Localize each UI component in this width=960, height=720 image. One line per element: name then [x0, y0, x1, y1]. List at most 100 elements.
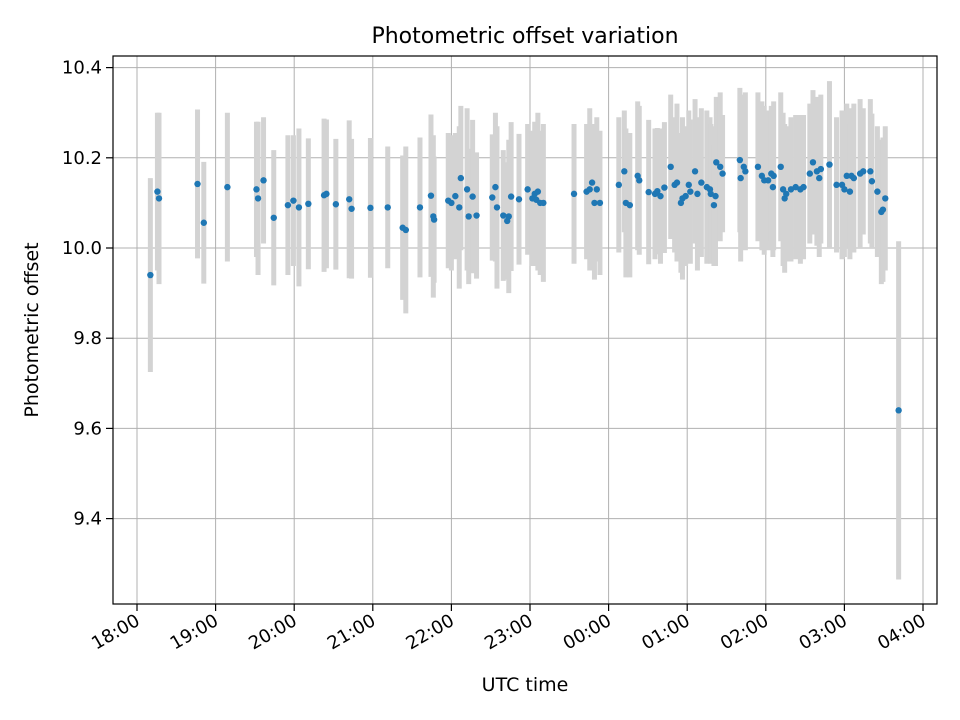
data-point: [402, 226, 410, 234]
data-point: [284, 201, 292, 209]
data-point: [687, 188, 694, 195]
data-point: [416, 204, 424, 211]
data-point: [717, 163, 724, 171]
data-point: [800, 183, 807, 191]
data-point: [323, 190, 330, 198]
data-point: [384, 204, 391, 211]
data-point: [626, 201, 634, 209]
data-point: [843, 172, 850, 180]
data-point: [895, 407, 902, 414]
data-point: [654, 187, 661, 195]
data-point: [879, 206, 887, 213]
data-point: [833, 181, 840, 189]
data-point: [736, 156, 744, 164]
data-point: [456, 204, 463, 211]
data-point: [448, 199, 455, 207]
data-point: [742, 168, 749, 175]
x-axis-label: UTC time: [482, 674, 569, 696]
y-axis-label: Photometric offset: [21, 242, 43, 417]
data-points: [147, 156, 902, 414]
data-point: [253, 186, 260, 193]
data-point: [465, 213, 472, 220]
data-point: [770, 172, 777, 180]
data-point: [295, 204, 303, 211]
data-point: [270, 214, 277, 221]
data-point: [540, 199, 547, 207]
data-point: [779, 186, 787, 193]
data-point: [621, 168, 628, 175]
data-point: [524, 186, 531, 193]
data-point: [806, 170, 814, 177]
data-point: [673, 179, 681, 186]
data-point: [841, 186, 848, 193]
data-point: [645, 188, 652, 196]
data-point: [636, 177, 643, 184]
data-point: [469, 193, 476, 200]
data-point: [816, 174, 823, 182]
data-point: [809, 159, 817, 166]
data-point: [154, 188, 161, 195]
data-point: [737, 174, 744, 182]
data-point: [200, 219, 208, 226]
data-point: [346, 196, 353, 203]
data-point: [457, 174, 465, 182]
y-axis-ticks: 9.4 9.6 9.8 10.0 10.2 10.4: [62, 58, 113, 530]
data-point: [254, 195, 262, 202]
data-point: [596, 199, 604, 207]
data-point: [764, 177, 772, 184]
data-point: [850, 174, 858, 182]
data-point: [593, 186, 601, 193]
y-tick-label: 10.4: [62, 58, 102, 79]
data-point: [463, 186, 471, 193]
data-point: [147, 271, 154, 279]
data-point: [493, 204, 501, 211]
data-point: [505, 213, 512, 220]
data-point: [661, 184, 668, 191]
data-point: [867, 168, 874, 175]
data-point: [826, 161, 833, 168]
data-point: [710, 201, 718, 209]
data-point: [667, 163, 674, 171]
data-point: [500, 212, 507, 219]
data-point: [719, 170, 726, 177]
data-point: [492, 183, 499, 191]
data-point: [452, 192, 459, 200]
data-point: [868, 178, 876, 185]
data-point: [698, 179, 705, 186]
data-point: [685, 181, 692, 189]
data-point: [615, 181, 623, 189]
data-point: [224, 183, 231, 191]
data-point: [691, 168, 699, 175]
data-point: [783, 190, 790, 198]
data-point: [290, 197, 297, 204]
data-point: [591, 199, 598, 207]
data-point: [194, 180, 201, 188]
data-point: [769, 183, 777, 191]
data-point: [427, 192, 435, 199]
chart-title: Photometric offset variation: [371, 24, 678, 49]
data-point: [712, 192, 719, 200]
data-point: [332, 201, 340, 208]
data-point: [588, 179, 596, 186]
plot-frame: [112, 55, 938, 605]
data-point: [367, 204, 374, 212]
data-point: [305, 200, 312, 208]
data-point: [860, 168, 867, 175]
y-tick-label: 10.0: [62, 238, 102, 259]
data-point: [874, 188, 881, 195]
data-point: [515, 196, 523, 203]
data-point: [570, 190, 578, 198]
y-tick-label: 9.6: [73, 418, 102, 439]
data-point: [586, 186, 593, 193]
data-point: [882, 195, 889, 202]
data-point: [507, 193, 515, 200]
data-point: [155, 195, 163, 202]
data-point: [473, 212, 480, 219]
data-point: [430, 216, 438, 223]
data-point: [489, 194, 496, 201]
data-point: [817, 165, 825, 173]
data-point: [777, 163, 784, 171]
data-point: [846, 188, 854, 195]
y-tick-label: 9.8: [73, 328, 102, 349]
